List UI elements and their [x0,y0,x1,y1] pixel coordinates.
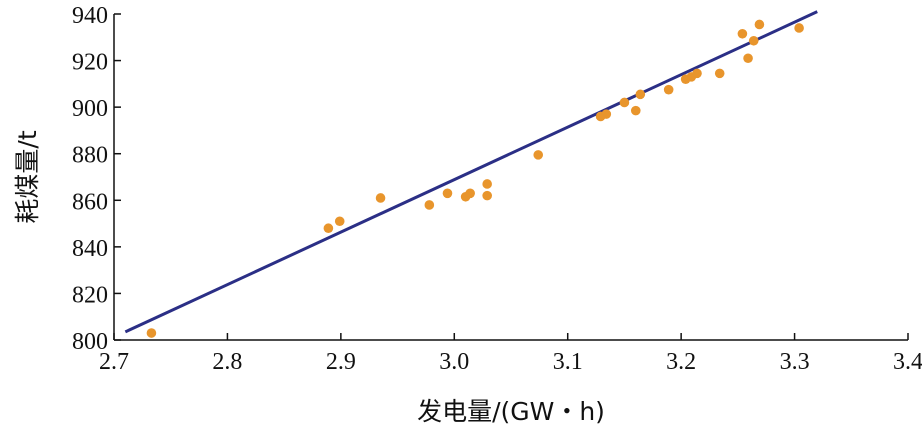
data-point [754,19,765,30]
y-ticks: 800 820 840 860 880 900 920 940 [72,3,121,355]
data-point [323,223,334,234]
y-tick-label: 940 [72,3,108,29]
x-tick-label: 2.8 [212,349,242,375]
data-point [482,190,492,201]
data-point [737,28,748,39]
x-tick-label: 3.1 [553,349,583,375]
data-point [424,200,435,210]
axes [113,14,908,341]
data-point [794,23,804,33]
fit-line-group [124,10,818,334]
x-tick-label: 2.9 [326,349,356,375]
data-point [714,68,725,79]
data-point [748,35,759,46]
regression-line [124,10,818,334]
data-point [375,193,386,203]
y-tick-label: 840 [72,236,108,262]
data-point [743,53,753,64]
x-axis-title: 发电量/(GW・h) [417,397,605,426]
x-tick-label: 2.7 [99,349,129,375]
data-point [146,328,157,338]
data-point [619,97,630,108]
x-ticks: 2.7 2.8 2.9 3.0 3.1 3.2 3.3 3.4 [99,333,922,375]
data-point [442,188,453,199]
data-point [334,216,345,227]
data-point [465,188,475,199]
y-tick-label: 800 [72,329,108,355]
data-point [630,105,641,116]
y-tick-label: 820 [72,282,108,308]
x-tick-label: 3.3 [780,349,810,375]
data-point [663,84,674,95]
data-point [692,68,702,79]
data-points [146,19,804,338]
x-tick-label: 3.2 [666,349,696,375]
data-point [635,89,646,100]
y-tick-label: 860 [72,189,108,215]
y-tick-label: 900 [72,96,108,122]
x-tick-label: 3.4 [893,349,922,375]
data-point [482,179,492,189]
y-axis-title: 耗煤量/t [13,130,42,223]
y-tick-label: 880 [72,143,108,169]
y-tick-label: 920 [72,50,108,76]
x-tick-label: 3.0 [439,349,469,375]
data-point [533,150,544,160]
data-point [601,109,612,119]
